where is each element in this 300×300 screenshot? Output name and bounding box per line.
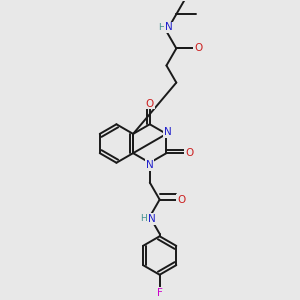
Text: O: O: [194, 44, 202, 53]
Text: N: N: [164, 127, 171, 137]
Text: F: F: [157, 287, 163, 298]
Text: O: O: [177, 195, 185, 205]
Text: H: H: [140, 214, 147, 223]
Text: N: N: [148, 214, 156, 224]
Text: H: H: [158, 23, 165, 32]
Text: N: N: [164, 22, 172, 32]
Text: O: O: [146, 98, 154, 109]
Text: N: N: [146, 160, 154, 170]
Text: O: O: [185, 148, 193, 158]
